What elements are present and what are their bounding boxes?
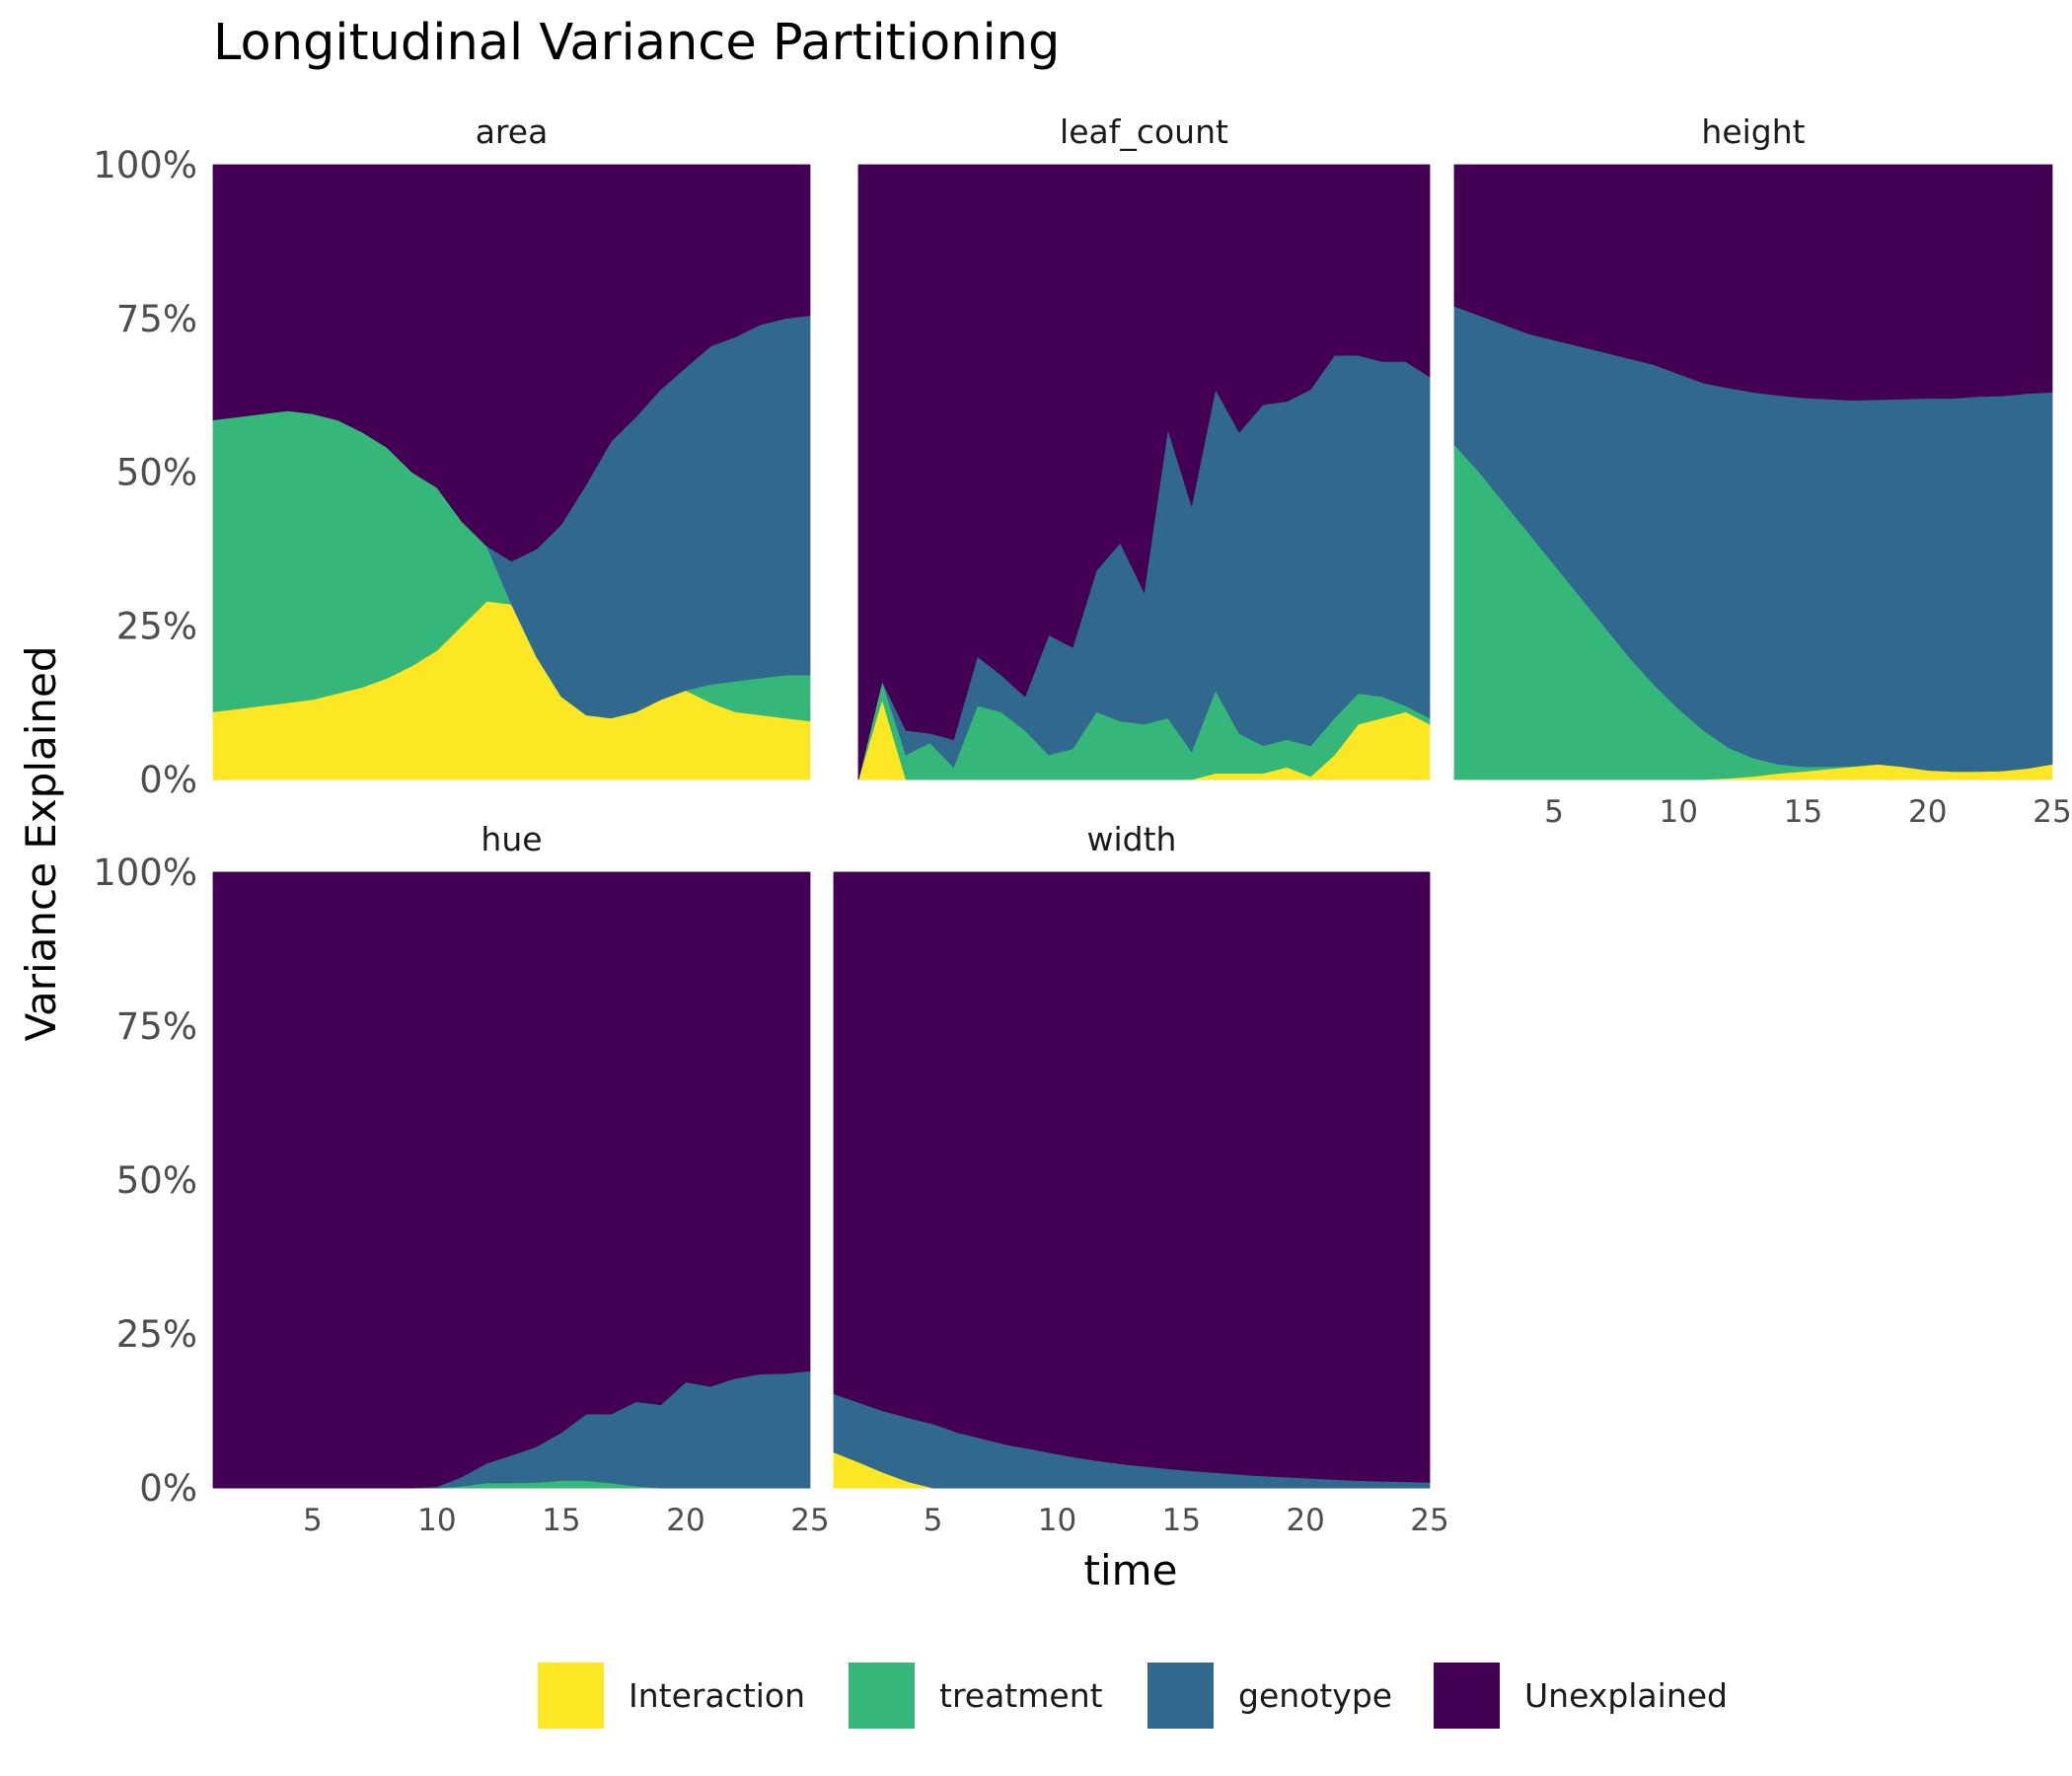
x-tick-label: 5 [1544, 794, 1564, 830]
panel-hue: hue 0% 25% 50% 75% 100% 5 10 15 20 25 [93, 820, 830, 1538]
x-tick-label: 20 [1908, 794, 1947, 830]
facet-label: width [1087, 820, 1177, 858]
y-tick-label: 100% [93, 851, 197, 894]
x-tick-label: 15 [1784, 794, 1822, 830]
panel-width: width 5 10 15 20 25 [833, 820, 1449, 1538]
x-tick-label: 10 [417, 1503, 456, 1538]
x-tick-label: 25 [2033, 794, 2071, 830]
x-tick-label: 15 [542, 1503, 580, 1538]
y-tick-label: 50% [116, 452, 197, 494]
y-tick-label: 25% [116, 1313, 197, 1356]
legend-label: Interaction [629, 1676, 805, 1715]
area-unexplained [212, 164, 811, 562]
x-tick-label: 25 [1410, 1503, 1448, 1538]
panel-height: height 5 10 15 20 25 [1453, 112, 2072, 830]
legend: Interaction treatment genotype Unexplained [538, 1663, 1728, 1729]
legend-swatch [1434, 1663, 1500, 1729]
legend-swatch [1147, 1663, 1214, 1729]
legend-label: treatment [939, 1676, 1103, 1715]
area-unexplained [1453, 164, 2053, 402]
y-axis-label: Variance Explained [17, 645, 65, 1041]
panel-area: area 0% 25% 50% 75% 100% [93, 112, 811, 801]
legend-label: genotype [1238, 1676, 1392, 1715]
chart-title: Longitudinal Variance Partitioning [213, 14, 1060, 72]
x-tick-label: 25 [790, 1503, 829, 1538]
area-unexplained [833, 871, 1431, 1483]
legend-item-interaction: Interaction [538, 1663, 805, 1729]
x-tick-label: 20 [1286, 1503, 1324, 1538]
y-tick-label: 0% [139, 1467, 197, 1510]
legend-label: Unexplained [1524, 1676, 1728, 1715]
panel-leaf_count: leaf_count [857, 112, 1431, 780]
facet-label: leaf_count [1060, 112, 1228, 151]
y-tick-label: 0% [139, 759, 197, 801]
legend-item-unexplained: Unexplained [1434, 1663, 1728, 1729]
x-tick-label: 10 [1660, 794, 1698, 830]
y-tick-label: 25% [116, 605, 197, 647]
y-tick-label: 75% [116, 1005, 197, 1048]
legend-swatch [849, 1663, 915, 1729]
x-axis-label: time [1084, 1546, 1178, 1594]
y-tick-label: 75% [116, 298, 197, 340]
y-tick-label: 50% [116, 1159, 197, 1202]
x-tick-label: 15 [1162, 1503, 1201, 1538]
area-unexplained [212, 871, 811, 1489]
legend-swatch [538, 1663, 604, 1729]
x-tick-label: 10 [1038, 1503, 1076, 1538]
facet-label: height [1701, 112, 1805, 151]
x-tick-label: 20 [666, 1503, 704, 1538]
area-unexplained [857, 164, 1431, 780]
y-tick-label: 100% [93, 144, 197, 186]
facet-label: area [476, 112, 549, 151]
legend-item-treatment: treatment [849, 1663, 1103, 1729]
x-tick-label: 5 [924, 1503, 943, 1538]
x-tick-label: 5 [303, 1503, 323, 1538]
facet-label: hue [481, 820, 542, 858]
legend-item-genotype: genotype [1147, 1663, 1392, 1729]
